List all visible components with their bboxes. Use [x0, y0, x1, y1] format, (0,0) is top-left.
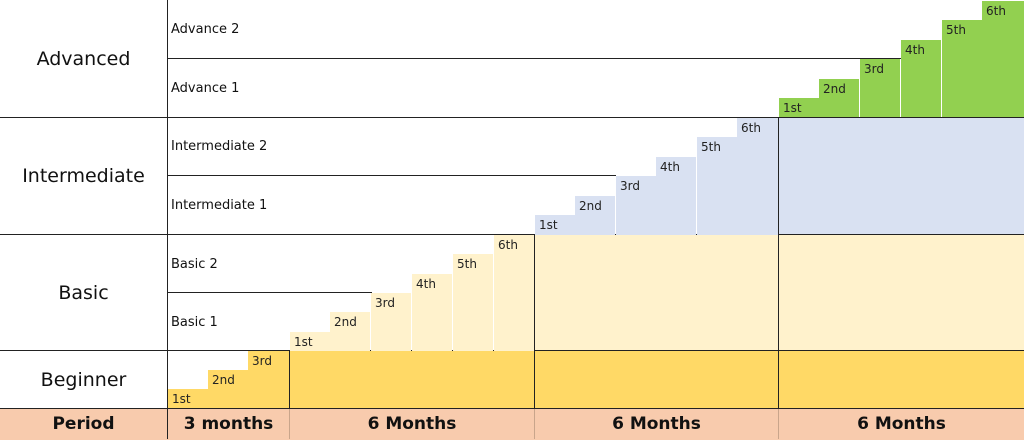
advanced-step-2: 2nd [819, 79, 859, 117]
col-line-3months [289, 351, 290, 409]
intermediate-step-3: 3rd [616, 176, 656, 235]
footer-divider-2 [289, 409, 290, 439]
intermediate-step-2: 2nd [575, 196, 615, 235]
footer-divider-3 [534, 409, 535, 439]
basic-step-2: 2nd [330, 312, 370, 351]
sublevel-label-intermediate-2: Intermediate 2 [171, 139, 268, 154]
basic-step-5: 5th [453, 254, 493, 351]
beginner-band-fill [290, 351, 1024, 409]
basic-band-fill [535, 235, 1024, 351]
basic-step-1: 1st [290, 332, 330, 351]
level-label-basic: Basic [58, 282, 109, 304]
beginner-step-1: 1st [168, 389, 208, 409]
col-line-basic-end [534, 235, 535, 409]
footer-duration-2: 6 Months [367, 414, 457, 434]
sublevel-label-basic-1: Basic 1 [171, 315, 218, 330]
advanced-step-3: 3rd [860, 59, 900, 117]
advanced-step-6: 6th [982, 1, 1024, 117]
beginner-step-2: 2nd [208, 370, 248, 409]
level-label-intermediate: Intermediate [22, 165, 145, 187]
footer-divider-1 [167, 409, 168, 439]
sublevel-label-basic-2: Basic 2 [171, 257, 218, 272]
footer-divider-4 [778, 409, 779, 439]
footer-duration-4: 6 Months [857, 414, 946, 434]
advanced-step-1: 1st [779, 98, 819, 117]
level-label-advanced: Advanced [36, 47, 131, 70]
sublevel-label-advance-1: Advance 1 [171, 81, 240, 96]
row-line-advanced-bottom [0, 117, 1024, 118]
intermediate-band-fill [779, 117, 1024, 235]
level-label-beginner: Beginner [40, 369, 127, 391]
row-line-basic-mid [167, 292, 372, 293]
basic-step-3: 3rd [371, 293, 411, 351]
sublevel-label-intermediate-1: Intermediate 1 [171, 198, 268, 213]
row-line-intermediate-mid [167, 175, 616, 176]
intermediate-step-4: 4th [656, 157, 696, 235]
intermediate-step-6: 6th [737, 118, 778, 235]
beginner-step-3: 3rd [248, 351, 289, 409]
footer-duration-1: 3 months [183, 414, 274, 434]
row-line-advance-mid [167, 58, 902, 59]
intermediate-step-1: 1st [535, 215, 575, 235]
footer-band [0, 408, 1024, 440]
sublevel-label-advance-2: Advance 2 [171, 22, 240, 37]
left-divider-line [167, 0, 168, 409]
intermediate-step-5: 5th [697, 137, 737, 235]
basic-step-4: 4th [412, 274, 452, 351]
footer-duration-3: 6 Months [612, 414, 701, 434]
basic-step-6: 6th [494, 235, 534, 351]
col-line-intermediate-end [778, 118, 779, 409]
row-line-intermediate-bottom [0, 234, 1024, 235]
footer-period-label: Period [52, 414, 115, 434]
advanced-step-4: 4th [901, 40, 941, 117]
advanced-step-5: 5th [942, 20, 982, 117]
